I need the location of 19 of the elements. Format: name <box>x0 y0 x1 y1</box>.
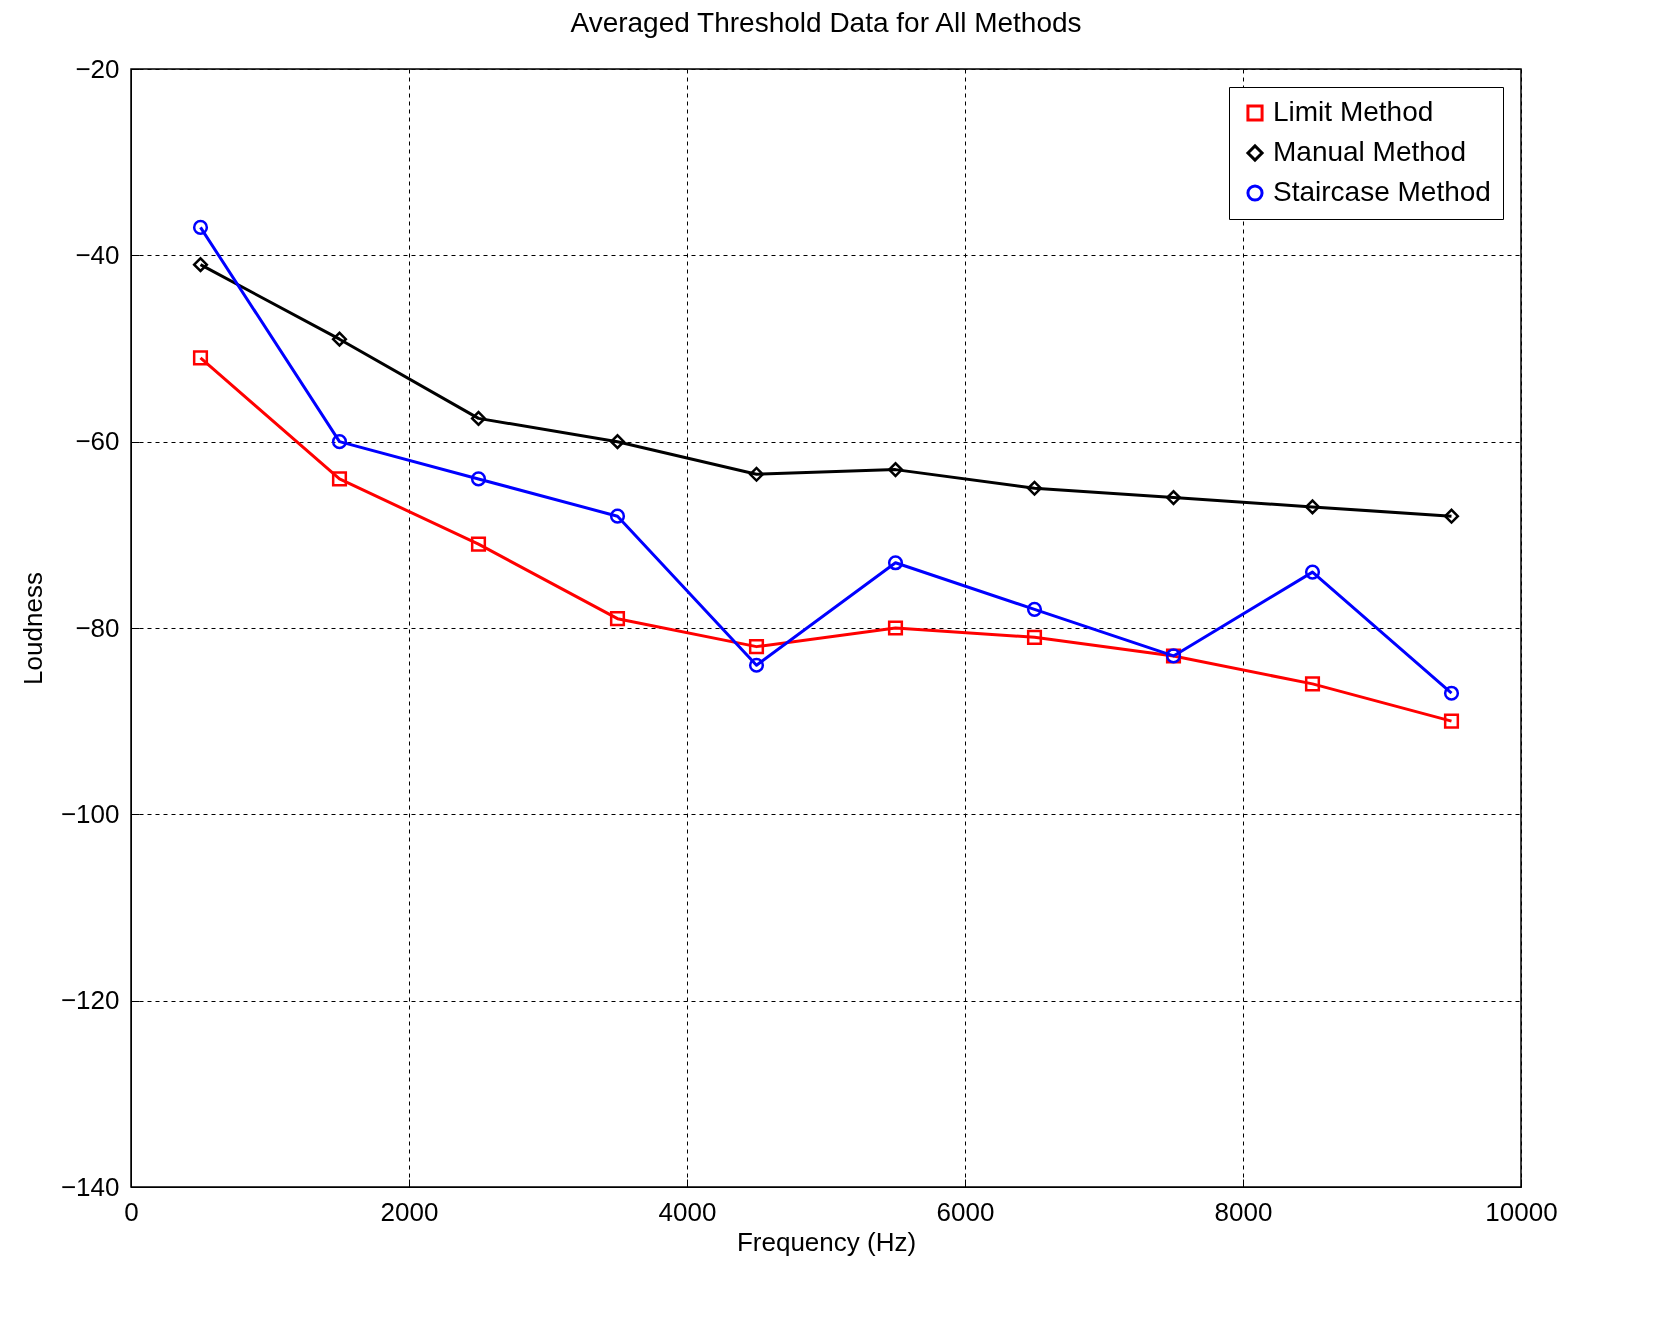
legend-label: Staircase Method <box>1273 176 1491 207</box>
y-tick-label: −40 <box>75 239 120 270</box>
y-tick-label: −100 <box>60 798 120 829</box>
legend-label: Manual Method <box>1273 136 1467 167</box>
legend-label: Limit Method <box>1273 96 1434 127</box>
x-tick-label: 10000 <box>1485 1196 1558 1227</box>
x-tick-label: 6000 <box>936 1196 995 1227</box>
y-tick-label: −60 <box>75 426 120 457</box>
y-tick-label: −120 <box>60 985 120 1016</box>
chart-title: Averaged Threshold Data for All Methods <box>570 7 1082 38</box>
y-tick-label: −20 <box>75 53 120 84</box>
y-tick-label: −140 <box>60 1171 120 1202</box>
x-tick-label: 4000 <box>658 1196 717 1227</box>
x-tick-label: 2000 <box>380 1196 439 1227</box>
y-tick-label: −80 <box>75 612 120 643</box>
x-axis-title: Frequency (Hz) <box>736 1226 917 1257</box>
x-tick-label: 8000 <box>1214 1196 1273 1227</box>
x-tick-label: 0 <box>124 1196 139 1227</box>
y-axis-title: Loudness <box>17 572 48 685</box>
